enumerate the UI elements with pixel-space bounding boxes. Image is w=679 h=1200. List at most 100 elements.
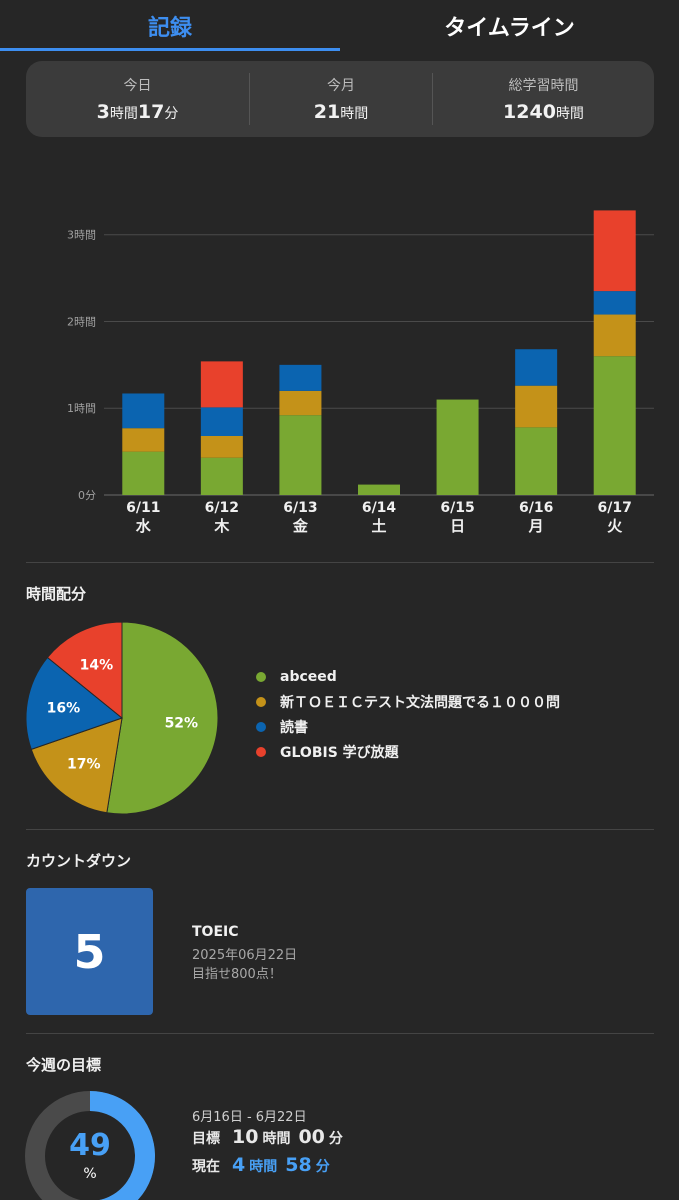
total-hours-unit: 時間 [555,106,584,122]
x-tick-weekday: 月 [528,517,544,535]
divider [26,829,654,830]
progress-ring-fill [89,1091,155,1200]
current-hours: 4 [232,1154,246,1176]
divider [26,1033,654,1034]
x-tick-date: 6/11 [126,500,160,516]
target-label: 目標 [192,1131,220,1147]
active-tab-indicator [0,48,340,51]
legend-swatch [256,696,266,707]
legend-item: 新ＴＯＥＩＣテスト文法問題でる１０００問 [256,689,560,714]
pie-slice-label: 52% [165,716,199,732]
bar-segment[interactable] [593,291,636,315]
total-hours: 1240 [503,101,556,123]
bar-segment[interactable] [122,393,165,429]
bar-segment[interactable] [279,415,322,495]
x-tick-weekday: 土 [371,517,386,535]
summary-month-value: 21時間 [250,101,432,123]
target-hours-unit: 時間 [262,1131,291,1147]
summary-divider [432,73,433,125]
x-tick-date: 6/12 [205,500,239,516]
summary-month: 今月 21時間 [250,61,432,137]
bar-segment[interactable] [200,407,243,436]
weekly-goal-current: 現在 4 時間 58 分 [192,1154,338,1176]
legend-swatch [256,746,266,757]
summary-today: 今日 3時間17分 [26,61,249,137]
bar-segment[interactable] [122,451,165,495]
weekly-goal-percent-sign: % [83,1166,97,1182]
tab-bar: 記録 タイムライン [0,0,679,52]
y-tick-label: 0分 [78,489,96,502]
y-tick-label: 3時間 [67,229,96,242]
today-minutes: 17 [137,101,165,123]
countdown-days-box[interactable]: 5 [26,888,153,1015]
time-distribution-pie: 52% 17% 16% 14% [25,621,219,815]
today-hours-unit: 時間 [109,106,138,122]
legend-label: abceed [280,668,337,685]
x-tick-date: 6/13 [283,500,317,516]
legend-item: abceed [256,664,560,689]
legend-label: GLOBIS 学び放題 [280,744,399,761]
summary-total: 総学習時間 1240時間 [433,61,654,137]
pie-slice[interactable] [25,656,124,751]
x-tick-weekday: 水 [136,517,152,535]
y-tick-label: 1時間 [67,402,96,415]
target-minutes-unit: 分 [328,1131,343,1147]
bar-segment[interactable] [358,484,400,495]
bar-segment[interactable] [279,364,322,391]
pie-slice[interactable] [106,621,219,815]
x-tick-weekday: 火 [607,517,623,535]
legend-item: 読書 [256,714,560,739]
legend-label: 読書 [280,719,308,736]
bar-segment[interactable] [515,385,558,428]
countdown-event-name: TOEIC [192,924,239,940]
pie-legend: abceed 新ＴＯＥＩＣテスト文法問題でる１０００問 読書 GLOBIS 学び… [256,664,560,764]
daily-study-chart: 0分 1時間 2時間 3時間 6/11水 6/12木 6/13金 6/14土 6/15日 6/16… [67,210,654,535]
bar-segment[interactable] [593,314,636,357]
bar-segment[interactable] [593,210,636,292]
countdown-event-message: 目指せ800点！ [192,967,282,982]
legend-item: GLOBIS 学び放題 [256,739,560,764]
bar-segment[interactable] [515,427,558,495]
legend-swatch [256,721,266,732]
legend-label: 新ＴＯＥＩＣテスト文法問題でる１０００問 [280,694,560,711]
section-title-weekly-goal: 今週の目標 [26,1056,102,1074]
x-tick-weekday: 日 [450,517,465,535]
x-tick-date: 6/14 [362,500,397,516]
summary-today-label: 今日 [123,78,152,94]
section-title-distribution: 時間配分 [26,585,87,603]
x-tick-date: 6/16 [519,500,553,516]
month-hours-unit: 時間 [340,106,369,122]
weekly-goal-target: 目標 10 時間 00 分 [192,1126,351,1148]
y-tick-label: 2時間 [67,315,96,328]
bar-segment[interactable] [200,361,243,408]
legend-swatch [256,671,266,682]
bar-segment[interactable] [436,399,479,495]
divider [26,562,654,563]
countdown-event-date: 2025年06月22日 [192,948,298,963]
today-hours: 3 [96,101,110,123]
current-minutes: 58 [285,1154,312,1176]
tab-timeline[interactable]: タイムライン [444,16,575,41]
month-hours: 21 [313,101,341,123]
x-tick-weekday: 木 [213,517,230,535]
bar-segment[interactable] [200,457,243,495]
bar-segment[interactable] [515,349,558,386]
x-tick-weekday: 金 [292,517,309,535]
target-hours: 10 [232,1126,259,1148]
x-tick-date: 6/17 [598,500,632,516]
section-title-countdown: カウントダウン [26,852,132,870]
bar-segment[interactable] [593,356,636,495]
summary-month-label: 今月 [327,78,355,94]
pie-slice-label: 17% [67,757,101,773]
current-minutes-unit: 分 [315,1159,330,1175]
summary-card: 今日 3時間17分 今月 21時間 総学習時間 1240時間 [26,61,654,137]
summary-today-value: 3時間17分 [26,101,249,123]
tab-record[interactable]: 記録 [147,16,192,41]
pie-slice[interactable] [46,621,123,720]
bar-segment[interactable] [122,428,165,452]
bar-segment[interactable] [200,436,243,458]
bar-segment[interactable] [279,390,322,416]
target-minutes: 00 [298,1126,325,1148]
summary-divider [249,73,250,125]
current-label: 現在 [192,1159,220,1175]
